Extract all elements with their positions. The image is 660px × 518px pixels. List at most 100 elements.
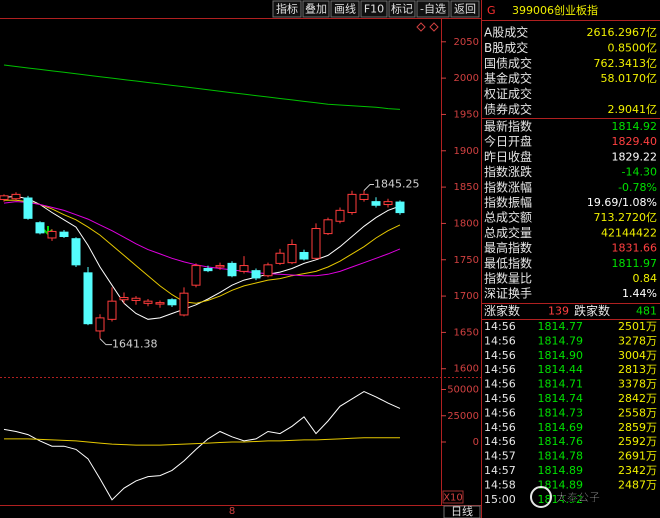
toolbar-button[interactable] bbox=[388, 0, 416, 18]
trade-volume: 2342万 bbox=[618, 464, 657, 477]
toolbar: 指标 叠加 画线 F10 标记 -自选 返回 bbox=[272, 0, 480, 18]
y-tick-label: 1700 bbox=[454, 291, 479, 302]
price-chart: 1600 1650 1700 1750 1800 1850 1900 1950 2000 2050… bbox=[0, 37, 481, 518]
row-label: 债券成交 bbox=[484, 102, 532, 117]
candle-body bbox=[299, 251, 309, 260]
row-value: 1829.40 bbox=[612, 135, 658, 148]
row-value: 1811.97 bbox=[612, 257, 658, 270]
row-label: 总成交额 bbox=[484, 210, 532, 225]
toolbar-button[interactable] bbox=[360, 0, 388, 18]
indicator-line bbox=[3, 391, 401, 501]
candle-body bbox=[323, 219, 333, 235]
candle-body bbox=[131, 297, 141, 301]
candle-body bbox=[347, 193, 357, 214]
x-tick-label: 8 bbox=[229, 506, 235, 517]
toolbar-label[interactable]: 指标 bbox=[276, 2, 298, 16]
row-value: 1.44% bbox=[622, 287, 657, 300]
row-label: 昨日收盘 bbox=[484, 149, 532, 164]
fall-count: 481 bbox=[636, 305, 657, 318]
trade-price: 1814.71 bbox=[538, 378, 584, 391]
indicator-chart: 0 25000 50000 X10 bbox=[3, 385, 479, 504]
y-tick-label: 0 bbox=[473, 437, 479, 448]
row-label: 今日开盘 bbox=[484, 134, 532, 149]
period-label[interactable]: 日线 bbox=[451, 504, 473, 518]
trade-time: 14:56 bbox=[484, 392, 516, 405]
y-tick-label: 2050 bbox=[454, 37, 479, 48]
candle-body bbox=[179, 292, 189, 316]
row-label: 最低指数 bbox=[484, 255, 532, 270]
candle-body bbox=[119, 297, 129, 301]
row-value: 713.2720亿 bbox=[594, 211, 658, 224]
trade-volume: 2842万 bbox=[618, 392, 657, 405]
trade-volume: 2813万 bbox=[618, 363, 657, 376]
watermark: 大秦公子 bbox=[556, 490, 600, 504]
trade-time: 14:56 bbox=[484, 320, 516, 333]
trade-volume: 2558万 bbox=[618, 406, 657, 419]
y-tick-label: 1950 bbox=[454, 109, 479, 120]
toolbar-button[interactable] bbox=[330, 0, 360, 18]
trade-price: 1814.89 bbox=[538, 478, 584, 491]
trade-volume: 2501万 bbox=[618, 320, 657, 333]
row-label: 总成交量 bbox=[484, 225, 532, 240]
candle-body bbox=[59, 231, 69, 238]
max-label: 1845.25 bbox=[374, 178, 420, 191]
toolbar-label[interactable]: 标记 bbox=[391, 2, 413, 16]
row-label: 国债成交 bbox=[484, 55, 532, 70]
annotation-arrow bbox=[363, 184, 374, 191]
candle-body bbox=[311, 228, 321, 259]
toolbar-button[interactable] bbox=[450, 0, 480, 18]
trade-price: 1814.89 bbox=[538, 464, 584, 477]
row-value: 42144422 bbox=[601, 226, 657, 239]
row-value: 19.69/1.08% bbox=[587, 196, 657, 209]
trade-price: 1814.77 bbox=[538, 320, 584, 333]
row-value: -14.30 bbox=[622, 166, 657, 179]
row-label: 深证换手 bbox=[484, 287, 532, 301]
row-label: A股成交 bbox=[484, 25, 528, 40]
trade-price: 1814.69 bbox=[538, 421, 584, 434]
candle-body bbox=[359, 193, 369, 200]
indicator-line bbox=[4, 199, 401, 304]
row-value: 2.9041亿 bbox=[608, 103, 658, 116]
row-label: 权证成交 bbox=[484, 86, 532, 101]
min-label: 1641.38 bbox=[112, 338, 158, 351]
unit-label: X10 bbox=[443, 493, 463, 504]
y-tick-label: 1650 bbox=[454, 327, 479, 338]
trade-time: 14:56 bbox=[484, 406, 516, 419]
row-value: 1829.22 bbox=[612, 150, 658, 163]
toolbar-button[interactable] bbox=[416, 0, 450, 18]
trade-time: 14:56 bbox=[484, 334, 516, 347]
toolbar-label[interactable]: 画线 bbox=[334, 2, 356, 16]
toolbar-button[interactable] bbox=[272, 0, 302, 18]
candle-body bbox=[11, 193, 21, 200]
trade-volume: 2859万 bbox=[618, 421, 657, 434]
toolbar-label[interactable]: -自选 bbox=[420, 3, 446, 16]
y-tick-label: 25000 bbox=[447, 411, 479, 422]
indicator-line bbox=[4, 437, 400, 446]
candle-body bbox=[107, 300, 117, 320]
toolbar-label[interactable]: 返回 bbox=[454, 3, 476, 16]
quote-panel: G 399006 创业板指 A股成交 2616.2967亿 B股成交 0.8500亿国债成交… bbox=[484, 3, 658, 508]
unit-box bbox=[442, 490, 464, 504]
trade-time: 14:58 bbox=[484, 478, 516, 491]
candle-body bbox=[263, 264, 273, 277]
candle-body bbox=[83, 272, 93, 325]
trade-volume: 2691万 bbox=[618, 450, 657, 463]
trade-time: 14:56 bbox=[484, 421, 516, 434]
trade-price: 1814.79 bbox=[538, 334, 584, 347]
toolbar-label[interactable]: F10 bbox=[364, 3, 384, 16]
y-tick-label: 1600 bbox=[454, 364, 479, 375]
trade-volume: 2487万 bbox=[618, 478, 657, 491]
row-label: 指数振幅 bbox=[484, 195, 532, 210]
rise-count: 139 bbox=[548, 305, 569, 318]
period-box[interactable] bbox=[443, 505, 481, 518]
row-label: 指数涨跌 bbox=[484, 164, 532, 179]
toolbar-label[interactable]: 叠加 bbox=[305, 3, 327, 16]
y-tick-label: 1900 bbox=[454, 146, 479, 157]
candle-body bbox=[239, 265, 249, 272]
rise-label: 涨家数 bbox=[484, 303, 520, 318]
toolbar-button[interactable] bbox=[302, 0, 330, 18]
trade-volume: 2592万 bbox=[618, 435, 657, 448]
y-tick-label: 1850 bbox=[454, 182, 479, 193]
